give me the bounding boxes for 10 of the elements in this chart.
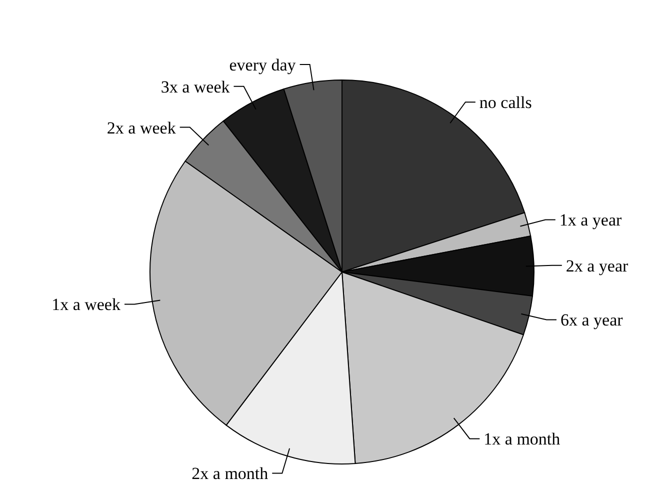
slice-label: 1x a month: [484, 430, 561, 449]
slice-label: 2x a year: [566, 256, 629, 276]
slice-label: 3x a week: [160, 77, 230, 96]
slice-label: 6x a year: [560, 310, 624, 330]
slice-label: 2x a week: [106, 118, 176, 138]
slice-label: every day: [229, 55, 296, 74]
slice-label: 1x a week: [52, 295, 121, 314]
slice-label: 2x a month: [192, 464, 269, 484]
slice-label: 1x a year: [559, 210, 622, 230]
slice-label: no calls: [479, 93, 532, 112]
